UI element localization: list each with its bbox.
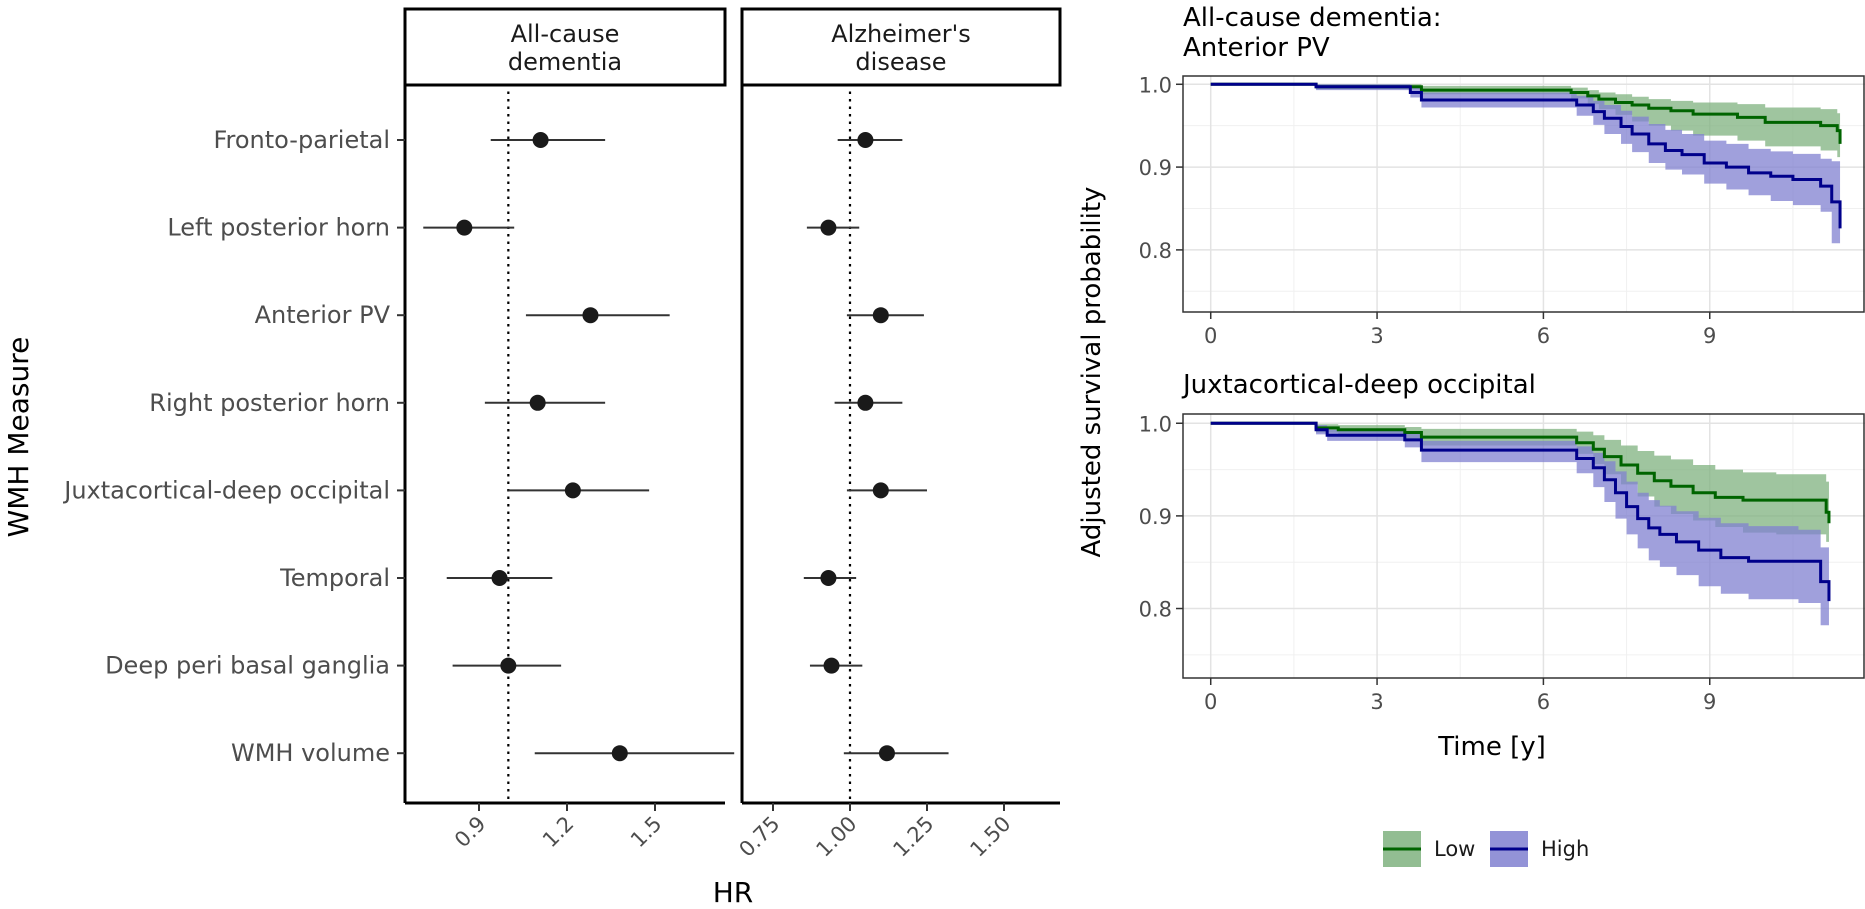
point-estimate bbox=[611, 745, 628, 762]
point-estimate bbox=[491, 570, 508, 586]
point-estimate bbox=[532, 132, 549, 148]
point-estimate bbox=[564, 482, 581, 499]
panel-title: Juxtacortical-deep occipital bbox=[1181, 370, 1536, 400]
point-estimate bbox=[878, 745, 895, 762]
legend-label-low: Low bbox=[1434, 837, 1475, 861]
y-tick-label: 1.0 bbox=[1139, 412, 1172, 436]
x-tick-label: 1.25 bbox=[888, 812, 938, 862]
legend-label-high: High bbox=[1541, 837, 1589, 861]
ci-ribbon-low bbox=[1210, 84, 1841, 158]
y-tick-label: 0.8 bbox=[1139, 598, 1172, 622]
x-tick-label: 3 bbox=[1370, 690, 1383, 714]
survival-line-low bbox=[1210, 421, 1831, 524]
point-estimate bbox=[872, 482, 889, 499]
point-estimate bbox=[872, 307, 889, 324]
facet-label: All-cause dementia bbox=[508, 20, 622, 76]
x-axis-title: HR bbox=[713, 876, 754, 909]
x-tick-label: 6 bbox=[1537, 690, 1550, 714]
x-tick-label: 1.00 bbox=[811, 812, 861, 862]
y-tick-label: 0.9 bbox=[1139, 505, 1172, 529]
y-tick-label: 1.0 bbox=[1139, 73, 1172, 97]
category-label: Anterior PV bbox=[255, 301, 391, 329]
y-axis-title: WMH Measure bbox=[2, 337, 35, 538]
x-tick-label: 3 bbox=[1370, 324, 1383, 348]
survival-line-low bbox=[1210, 82, 1842, 144]
facet-strip bbox=[403, 7, 727, 87]
x-tick-label: 6 bbox=[1537, 324, 1550, 348]
x-tick-label: 0 bbox=[1204, 690, 1217, 714]
point-estimate bbox=[857, 394, 874, 411]
category-label: Left posterior horn bbox=[167, 214, 390, 242]
x-tick-label: 0.9 bbox=[450, 812, 491, 853]
facet-label: Alzheimer's disease bbox=[831, 20, 970, 76]
x-tick-label: 9 bbox=[1703, 690, 1716, 714]
panel-border bbox=[1182, 75, 1865, 313]
y-tick-label: 0.8 bbox=[1139, 239, 1172, 263]
y-tick-label: 0.9 bbox=[1139, 156, 1172, 180]
ci-ribbon-high bbox=[1210, 423, 1829, 626]
point-estimate bbox=[582, 307, 599, 324]
point-estimate bbox=[820, 570, 837, 586]
x-tick-label: 1.5 bbox=[626, 812, 667, 853]
category-label: Temporal bbox=[279, 564, 390, 592]
x-tick-label: 9 bbox=[1703, 324, 1716, 348]
point-estimate bbox=[823, 657, 840, 674]
survival-line-high bbox=[1210, 82, 1842, 229]
category-label: Right posterior horn bbox=[149, 389, 390, 417]
point-estimate bbox=[820, 219, 837, 236]
x-tick-label: 1.2 bbox=[538, 812, 579, 853]
point-estimate bbox=[456, 219, 473, 236]
panel-border bbox=[1182, 413, 1865, 679]
x-tick-label: 1.50 bbox=[965, 812, 1015, 862]
category-label: Fronto-parietal bbox=[213, 126, 390, 154]
x-tick-label: 0.75 bbox=[734, 812, 784, 862]
facet-strip bbox=[740, 7, 1062, 87]
panel-title: All-cause dementia: Anterior PV bbox=[1183, 3, 1442, 63]
survival-line-high bbox=[1210, 421, 1831, 602]
category-label: Juxtacortical-deep occipital bbox=[62, 476, 390, 504]
point-estimate bbox=[500, 657, 517, 674]
point-estimate bbox=[529, 394, 546, 411]
y-axis-title: Adjusted survival probability bbox=[1077, 187, 1107, 558]
category-label: WMH volume bbox=[231, 739, 390, 767]
category-label: Deep peri basal ganglia bbox=[105, 652, 390, 680]
point-estimate bbox=[857, 132, 874, 148]
x-tick-label: 0 bbox=[1204, 324, 1217, 348]
x-axis-title: Time [y] bbox=[1437, 732, 1546, 762]
